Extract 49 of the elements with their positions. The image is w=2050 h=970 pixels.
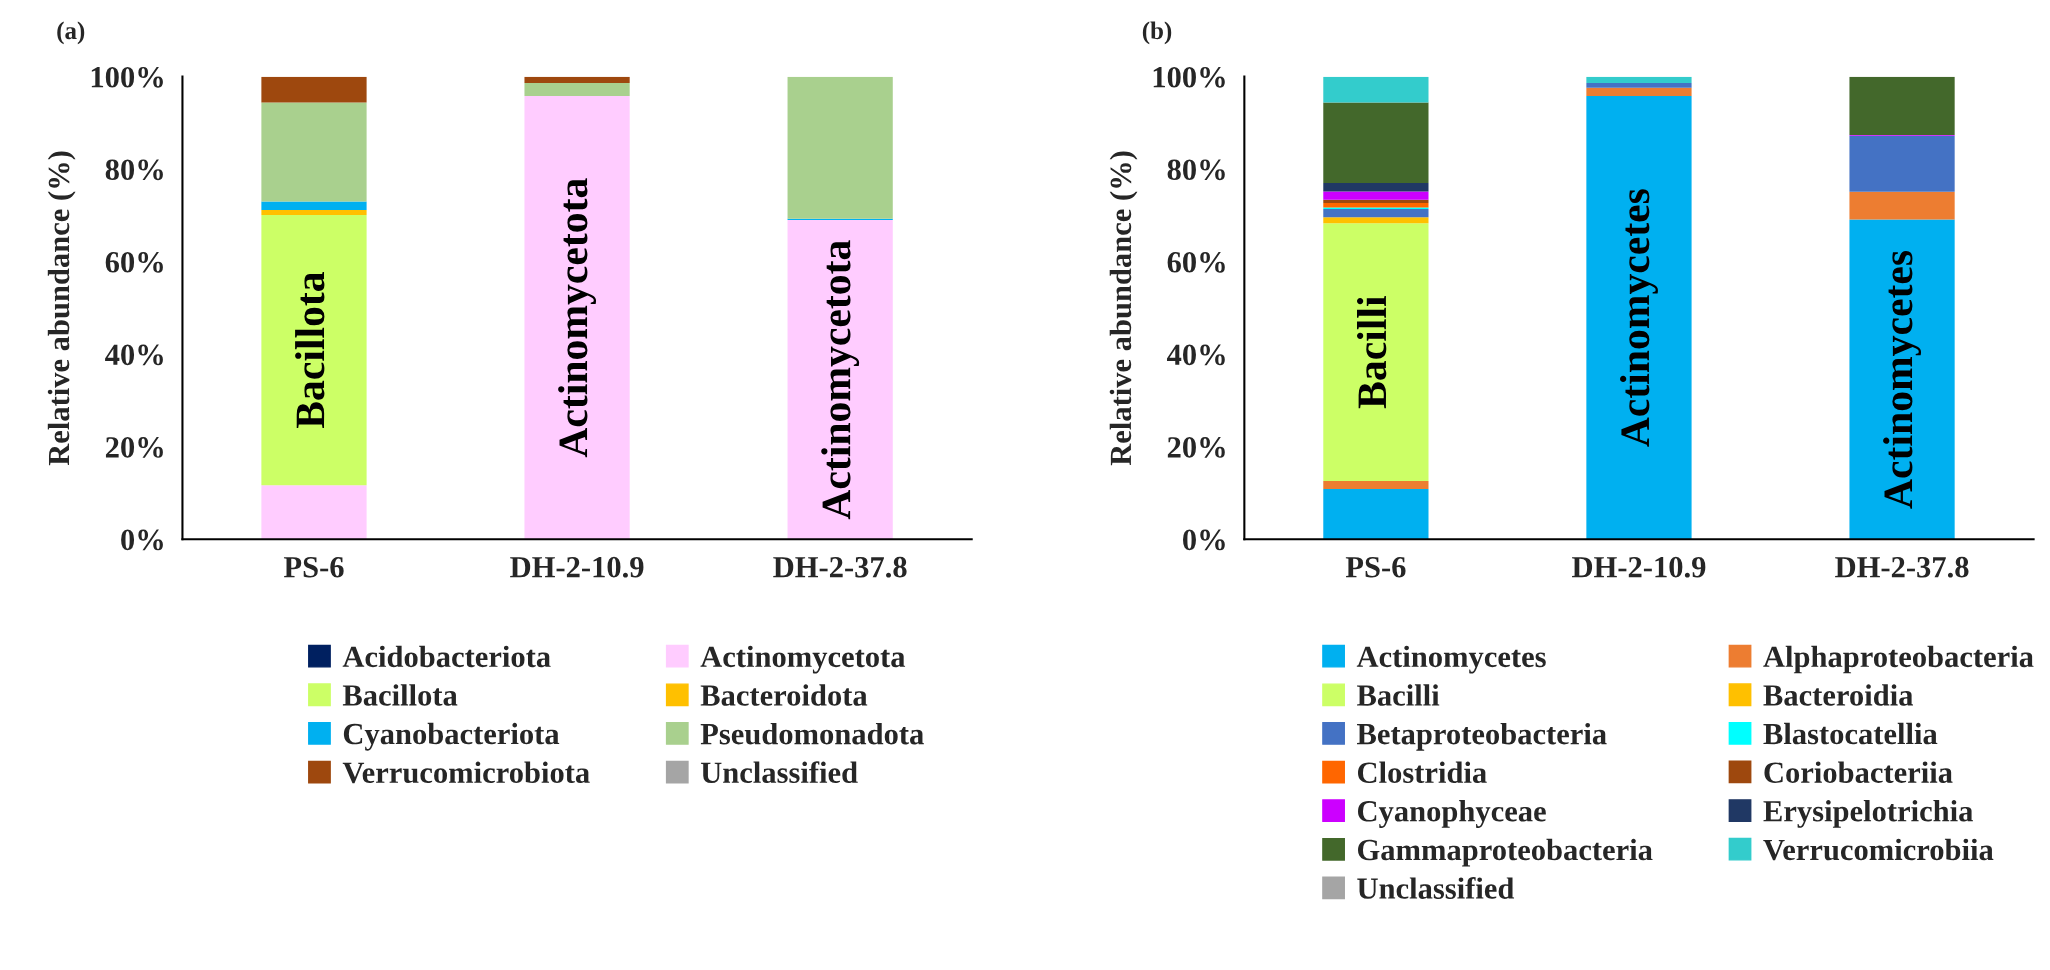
y-tick-label: 20%	[1167, 437, 1225, 458]
legend-label: Cyanophyceae	[1358, 800, 1546, 828]
chart-title: (a)	[57, 21, 85, 45]
legend-label: Unclassified	[1357, 877, 1515, 899]
y-tick-label: 60%	[1167, 251, 1225, 273]
legend-label: Verrucomicrobiota	[342, 761, 590, 784]
y-tick-label: 80%	[105, 159, 163, 181]
legend-label: Bacteroidota	[700, 684, 868, 706]
legend-label: Pseudomonadota	[700, 722, 924, 745]
y-tick-label: 100%	[91, 66, 163, 88]
legend-label: Verrucomicrobiia	[1763, 838, 1994, 861]
x-tick-label: PS-6	[1345, 556, 1406, 578]
legend-label: Unclassified	[700, 761, 858, 784]
annotation: Actinomycetota	[558, 178, 597, 458]
chart-title: (b)	[1142, 21, 1172, 45]
legend-label: Betaproteobacteria	[1357, 722, 1607, 751]
legend-label: Bacillota	[342, 684, 458, 706]
annotation: Actinomycetota	[821, 240, 860, 520]
x-tick-label: DH-2-37.8	[773, 556, 907, 578]
y-tick-label: 100%	[1153, 66, 1225, 88]
y-tick-label: 60%	[105, 251, 163, 273]
y-axis-title: Relative abundance (%)	[47, 151, 76, 466]
y-tick-label: 0%	[1183, 529, 1225, 551]
legend-label: Actinomycetota	[700, 645, 906, 674]
legend-label: Blastocatellia	[1763, 722, 1938, 745]
legend-label: Cyanobacteriota	[343, 722, 560, 751]
legend-label: Alphaproteobacteria	[1763, 645, 2034, 674]
y-tick-label: 80%	[1167, 159, 1225, 181]
legend-label: Acidobacteriota	[342, 645, 551, 668]
y-axis-title: Relative abundance (%)	[1109, 151, 1138, 466]
x-tick-label: PS-6	[283, 556, 344, 578]
x-tick-label: DH-2-37.8	[1835, 556, 1969, 578]
legend-label: Coriobacteriia	[1764, 761, 1953, 783]
y-tick-label: 20%	[105, 437, 163, 458]
legend-label: Erysipelotrichia	[1763, 800, 1973, 828]
y-tick-label: 40%	[105, 344, 163, 366]
y-tick-label: 0%	[121, 529, 163, 551]
legend-label: Clostridia	[1358, 761, 1487, 784]
annotation: Bacillota	[295, 272, 325, 429]
x-tick-label: DH-2-10.9	[510, 556, 644, 578]
legend-label: Gammaproteobacteria	[1358, 838, 1653, 867]
annotation: Bacilli	[1357, 296, 1387, 409]
annotation: Actinomycetes	[1620, 189, 1658, 447]
y-tick-label: 40%	[1166, 344, 1225, 366]
annotation: Actinomycetes	[1883, 250, 1922, 509]
legend-label: Actinomycetes	[1356, 645, 1546, 674]
x-tick-label: DH-2-10.9	[1572, 556, 1706, 578]
legend-label: Bacteroidia	[1763, 684, 1913, 706]
legend-label: Bacilli	[1357, 684, 1440, 706]
